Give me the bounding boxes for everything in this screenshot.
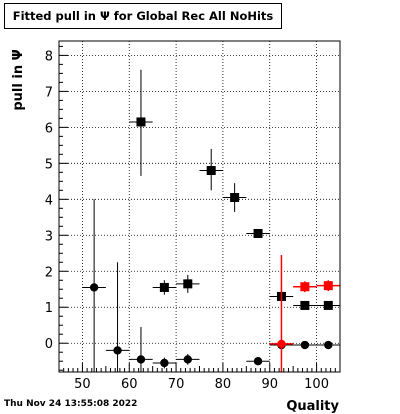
data-points xyxy=(82,69,340,372)
data-point xyxy=(253,228,263,238)
series-2 xyxy=(293,280,340,293)
data-point xyxy=(300,282,310,292)
y-tick-label: 1 xyxy=(45,301,53,316)
x-axis-label: Quality xyxy=(286,399,339,414)
y-tick-label: 8 xyxy=(45,49,53,64)
y-tick-label: 3 xyxy=(45,229,53,244)
data-point xyxy=(113,346,122,355)
data-point xyxy=(230,193,240,203)
chart-title: Fitted pull in Ψ for Global Rec All NoHi… xyxy=(4,3,282,29)
data-point xyxy=(89,283,99,292)
series-0 xyxy=(129,69,340,310)
data-point xyxy=(136,117,146,127)
data-point xyxy=(136,355,146,364)
grid-lines xyxy=(59,41,340,372)
data-point xyxy=(183,279,193,289)
x-tick-label: 100 xyxy=(304,377,329,392)
data-point xyxy=(160,358,169,368)
series-3 xyxy=(269,255,294,372)
data-point xyxy=(253,357,263,366)
data-point xyxy=(206,166,216,176)
data-point xyxy=(324,340,333,350)
data-point xyxy=(183,355,192,364)
data-point xyxy=(300,300,310,310)
y-tick-label: 4 xyxy=(45,193,53,208)
data-point xyxy=(323,300,333,310)
data-point xyxy=(323,281,333,291)
y-tick-label: 6 xyxy=(45,121,53,136)
timestamp: Thu Nov 24 13:55:08 2022 xyxy=(4,399,138,409)
x-tick-label: 70 xyxy=(168,377,185,392)
data-point xyxy=(300,340,310,350)
plot-frame xyxy=(58,40,341,373)
y-tick-label: 2 xyxy=(45,265,53,280)
y-tick-label: 7 xyxy=(45,85,53,100)
axis-ticks: 50 60 70 80 90 100 0 1 2 3 4 5 6 7 8 xyxy=(45,45,341,392)
x-tick-label: 90 xyxy=(261,377,278,392)
y-tick-label: 5 xyxy=(45,157,53,172)
data-point xyxy=(277,339,286,349)
x-tick-label: 80 xyxy=(215,377,232,392)
data-point xyxy=(159,282,169,292)
y-axis-label: pull in Ψ xyxy=(11,49,26,110)
x-tick-label: 50 xyxy=(74,377,91,392)
y-tick-label: 0 xyxy=(45,337,53,352)
x-tick-label: 60 xyxy=(121,377,138,392)
